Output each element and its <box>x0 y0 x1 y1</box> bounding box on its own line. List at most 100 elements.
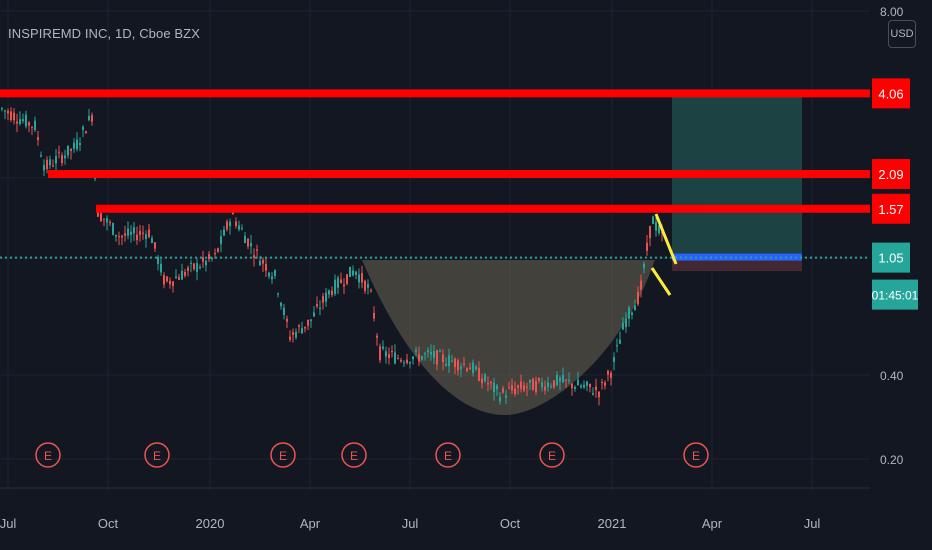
candle-body <box>427 350 429 353</box>
candle-body <box>199 267 201 269</box>
candle-body <box>25 114 27 127</box>
candle-body <box>133 227 135 234</box>
candle-body <box>382 346 384 349</box>
candle-body <box>232 211 234 215</box>
candle-body <box>346 274 348 284</box>
candle-body <box>205 260 207 266</box>
candle-body <box>175 276 177 278</box>
candle-body <box>316 304 318 307</box>
candle-body <box>370 290 372 292</box>
earnings-label: E <box>153 449 161 463</box>
candle-body <box>256 249 258 251</box>
candle-body <box>451 360 453 362</box>
candle-body <box>265 263 267 271</box>
candle-body <box>655 221 657 231</box>
candle-body <box>22 119 24 122</box>
candle-body <box>229 221 231 227</box>
candle-body <box>529 379 531 383</box>
candle-body <box>643 263 645 269</box>
candle-body <box>568 380 570 382</box>
candle-body <box>118 236 120 238</box>
candle-body <box>268 272 270 277</box>
candle-body <box>298 325 300 327</box>
candle-body <box>184 271 186 276</box>
candle-body <box>520 381 522 389</box>
candle-body <box>400 359 402 362</box>
currency-button[interactable]: USD <box>888 20 916 48</box>
candle-body <box>577 379 579 386</box>
x-tick-label: Jul <box>0 516 16 531</box>
candle-body <box>460 366 462 370</box>
candle-body <box>565 379 567 381</box>
earnings-label: E <box>350 449 358 463</box>
candle-body <box>547 382 549 387</box>
candle-body <box>493 382 495 393</box>
candle-body <box>496 385 498 390</box>
candle-body <box>616 345 618 347</box>
candle-body <box>466 368 468 371</box>
candle-body <box>412 356 414 360</box>
candle-body <box>193 263 195 270</box>
candle-body <box>142 232 144 234</box>
earnings-marker <box>539 442 565 468</box>
candle-body <box>550 386 552 388</box>
candle-body <box>43 164 45 171</box>
candle-body <box>634 305 636 311</box>
candle-body <box>106 218 108 223</box>
earnings-label: E <box>692 449 700 463</box>
candle-body <box>625 318 627 328</box>
candle-body <box>160 263 162 273</box>
candle-body <box>571 383 573 389</box>
candle-body <box>601 382 603 384</box>
candle-body <box>658 225 660 234</box>
resistance-line <box>48 170 870 179</box>
candle-body <box>76 139 78 150</box>
x-tick-label: Oct <box>500 516 521 531</box>
candle-body <box>652 216 654 224</box>
candle-body <box>31 126 33 128</box>
candle-body <box>454 358 456 368</box>
handle-line <box>654 213 678 265</box>
candle-body <box>514 388 516 395</box>
candle-body <box>28 122 30 126</box>
candle-body <box>166 276 168 282</box>
earnings-label: E <box>548 449 556 463</box>
x-tick-label: Jul <box>804 516 821 531</box>
candle-body <box>226 221 228 230</box>
candle-body <box>361 273 363 283</box>
candle-body <box>481 378 483 384</box>
candle-body <box>607 370 609 375</box>
candle-body <box>331 290 333 296</box>
candle-body <box>325 292 327 302</box>
candle-body <box>532 378 534 391</box>
candle-body <box>235 221 237 226</box>
candle-body <box>499 396 501 402</box>
candle-body <box>334 279 336 294</box>
y-tick-label: 0.40 <box>880 369 904 383</box>
cup-pattern <box>362 260 655 415</box>
candle-body <box>355 271 357 275</box>
y-tick-label: 0.20 <box>880 453 904 467</box>
candle-body <box>274 270 276 276</box>
candle-body <box>544 386 546 391</box>
candle-body <box>328 290 330 295</box>
chart-title: INSPIREMD INC, 1D, Cboe BZX <box>8 26 200 41</box>
candle-body <box>61 155 63 164</box>
earnings-label: E <box>444 449 452 463</box>
candle-body <box>439 351 441 353</box>
candle-body <box>100 213 102 222</box>
candle-body <box>145 234 147 240</box>
candle-body <box>526 386 528 388</box>
candle-body <box>508 387 510 389</box>
last-price-label: 1.05 <box>878 251 903 266</box>
candle-body <box>415 350 417 352</box>
candle-body <box>442 354 444 363</box>
candle-body <box>181 270 183 280</box>
candle-body <box>580 385 582 388</box>
candle-body <box>220 236 222 245</box>
candle-body <box>280 302 282 307</box>
x-tick-label: 2020 <box>196 516 225 531</box>
candle-body <box>130 231 132 235</box>
candle-body <box>85 131 87 134</box>
